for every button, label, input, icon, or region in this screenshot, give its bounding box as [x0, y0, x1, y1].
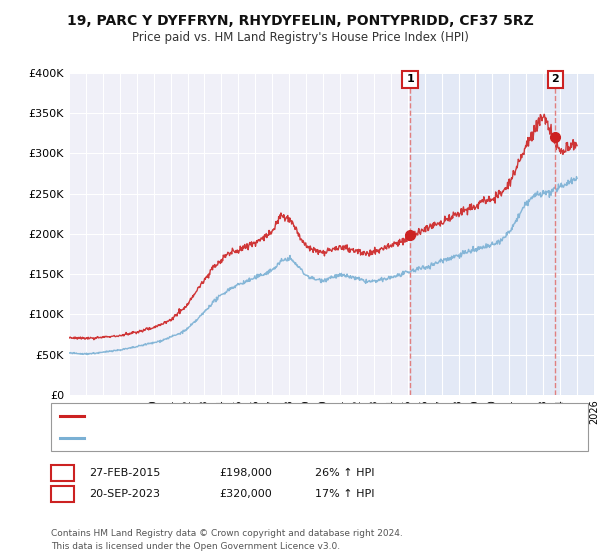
Text: 1: 1: [406, 74, 414, 85]
Text: 19, PARC Y DYFFRYN, RHYDYFELIN, PONTYPRIDD, CF37 5RZ (detached house): 19, PARC Y DYFFRYN, RHYDYFELIN, PONTYPRI…: [88, 411, 490, 421]
Text: Contains HM Land Registry data © Crown copyright and database right 2024.
This d: Contains HM Land Registry data © Crown c…: [51, 529, 403, 550]
Text: 20-SEP-2023: 20-SEP-2023: [89, 489, 160, 499]
Text: 2: 2: [59, 489, 66, 499]
Text: £198,000: £198,000: [219, 468, 272, 478]
Text: £320,000: £320,000: [219, 489, 272, 499]
Bar: [410, 73, 594, 395]
Text: 19, PARC Y DYFFRYN, RHYDYFELIN, PONTYPRIDD, CF37 5RZ: 19, PARC Y DYFFRYN, RHYDYFELIN, PONTYPRI…: [67, 14, 533, 28]
Text: 2: 2: [551, 74, 559, 85]
Text: HPI: Average price, detached house, Rhondda Cynon Taf: HPI: Average price, detached house, Rhon…: [88, 433, 382, 443]
Text: 17% ↑ HPI: 17% ↑ HPI: [315, 489, 374, 499]
Text: 26% ↑ HPI: 26% ↑ HPI: [315, 468, 374, 478]
Text: Price paid vs. HM Land Registry's House Price Index (HPI): Price paid vs. HM Land Registry's House …: [131, 31, 469, 44]
Text: 1: 1: [59, 468, 66, 478]
Text: 27-FEB-2015: 27-FEB-2015: [89, 468, 160, 478]
